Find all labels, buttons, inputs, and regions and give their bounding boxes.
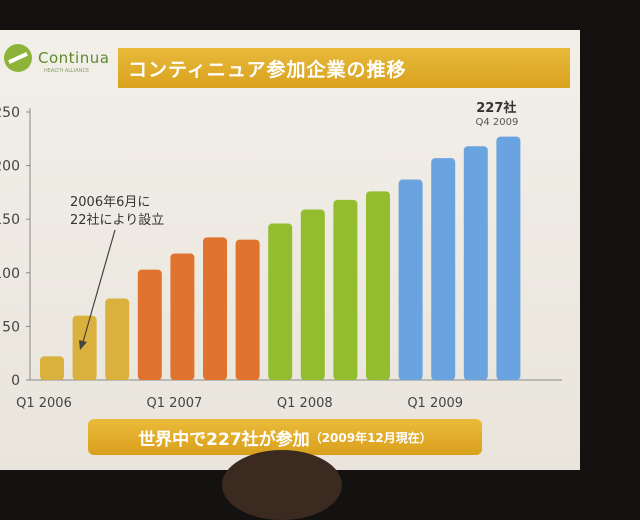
bar	[333, 199, 358, 380]
x-tick-label: Q1 2007	[147, 396, 203, 411]
bar	[463, 146, 488, 380]
y-tick-label: 50	[2, 319, 20, 335]
bar	[137, 269, 162, 380]
bar	[431, 158, 456, 380]
logo-name: Continua	[38, 49, 110, 67]
logo-tagline: HEALTH ALLIANCE	[44, 68, 90, 74]
continua-logo: Continua HEALTH ALLIANCE	[4, 36, 116, 80]
bar	[72, 315, 97, 380]
y-tick-label: 0	[11, 373, 20, 389]
bar	[300, 209, 325, 380]
value-label: 227社	[476, 100, 516, 116]
annotation-arrow	[82, 229, 116, 343]
footer-banner: 世界中で227社が参加 （2009年12月現在）	[88, 419, 482, 455]
x-tick-label: Q1 2009	[407, 396, 463, 411]
bar	[235, 239, 260, 380]
annotation-arrowhead	[79, 340, 87, 350]
bar	[268, 223, 293, 380]
slide-title: コンティニュア参加企業の推移	[128, 58, 407, 81]
footer-sub-text: （2009年12月現在）	[309, 430, 432, 445]
value-label-sub: Q4 2009	[476, 117, 519, 128]
y-tick-label: 250	[0, 105, 20, 121]
slide: Continua HEALTH ALLIANCE コンティニュア参加企業の推移 …	[0, 30, 580, 470]
footer-main-text: 世界中で227社が参加	[138, 429, 310, 450]
bar	[366, 191, 390, 380]
annotation-text: 2006年6月に	[70, 195, 150, 210]
members-bar-chart: 0 50 100 150 200 250 Q1 2006 Q1 2007 Q1 2008 Q1 2…	[0, 100, 562, 411]
audience-head	[222, 450, 342, 520]
y-tick-label: 150	[0, 212, 20, 228]
x-tick-label: Q1 2006	[16, 396, 72, 411]
y-tick-label: 100	[0, 266, 20, 282]
y-tick-label: 200	[0, 159, 20, 175]
x-tick-label: Q1 2008	[277, 396, 333, 411]
bar	[40, 356, 64, 380]
title-bar: コンティニュア参加企業の推移	[118, 48, 570, 88]
bar	[105, 298, 130, 380]
bar	[398, 179, 423, 380]
continua-leaf-icon	[4, 44, 32, 72]
bar	[496, 136, 521, 380]
bar	[170, 253, 195, 380]
bar	[203, 237, 227, 380]
annotation-text: 22社により設立	[70, 212, 164, 228]
